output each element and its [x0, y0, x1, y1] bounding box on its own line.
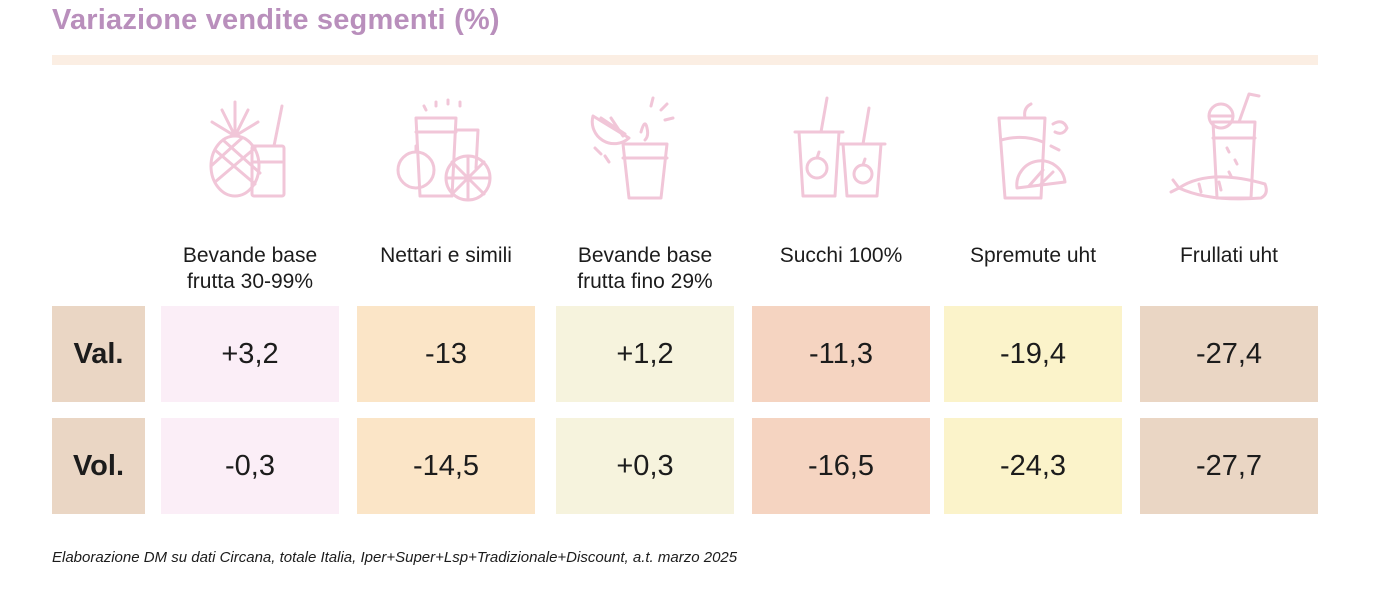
orange-juice-icon	[973, 88, 1093, 208]
segment-label: Bevande base frutta 30-99%	[161, 243, 339, 295]
value-cell: -11,3	[752, 306, 930, 402]
chart-title: Variazione vendite segmenti (%)	[52, 4, 500, 36]
value-cell: -27,4	[1140, 306, 1318, 402]
orange-squeeze-icon	[585, 88, 705, 208]
row-header-volume: Vol.	[52, 418, 145, 514]
value-cell: -24,3	[944, 418, 1122, 514]
juice-cups-icon-graphic	[793, 96, 887, 198]
segment-label-line: Frullati uht	[1179, 244, 1279, 267]
header-divider-band	[52, 55, 1318, 65]
segment-label-line: frutta 30-99%	[186, 270, 314, 293]
segment-label: Bevande base frutta fino 29%	[556, 243, 734, 295]
value-cell: -16,5	[752, 418, 930, 514]
segment-label-line: Succhi 100%	[779, 244, 903, 267]
juice-cups-icon	[781, 88, 901, 208]
segment-label: Nettari e simili	[357, 243, 535, 269]
value-cell: -14,5	[357, 418, 535, 514]
value-cell: -13	[357, 306, 535, 402]
segment-label: Spremute uht	[944, 243, 1122, 269]
segment-label: Succhi 100%	[752, 243, 930, 269]
segment-label: Frullati uht	[1140, 243, 1318, 269]
carrot-smoothie-icon-graphic	[1169, 92, 1268, 201]
carrot-smoothie-icon	[1169, 88, 1289, 208]
segment-label-line: Spremute uht	[969, 244, 1097, 267]
segment-label-line: Bevande base	[182, 244, 318, 267]
segment-label-line: Bevande base	[577, 244, 713, 267]
source-note: Elaborazione DM su dati Circana, totale …	[52, 549, 738, 566]
juice-fruits-icon	[386, 88, 506, 208]
value-cell: +1,2	[556, 306, 734, 402]
segment-label-line: Nettari e simili	[380, 244, 512, 267]
segment-label-line: frutta fino 29%	[577, 270, 713, 293]
value-cell: -27,7	[1140, 418, 1318, 514]
pineapple-drink-icon	[190, 88, 310, 208]
juice-fruits-icon-graphic	[396, 98, 492, 202]
orange-squeeze-icon-graphic	[590, 96, 675, 200]
value-cell: -0,3	[161, 418, 339, 514]
orange-juice-icon-graphic	[997, 102, 1069, 200]
value-cell: +0,3	[556, 418, 734, 514]
row-header-value: Val.	[52, 306, 145, 402]
value-cell: -19,4	[944, 306, 1122, 402]
value-cell: +3,2	[161, 306, 339, 402]
pineapple-drink-icon-graphic	[209, 100, 286, 198]
